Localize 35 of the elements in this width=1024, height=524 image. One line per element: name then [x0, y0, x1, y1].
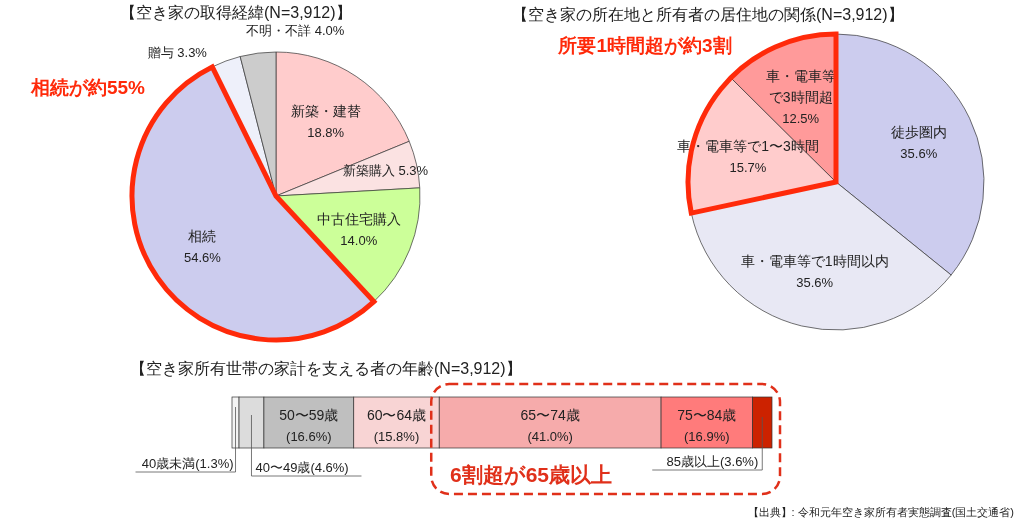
- data-label: (15.8%): [373, 429, 420, 444]
- chart-title: 【空き家の所在地と所有者の居住地の関係(N=3,912)】: [512, 6, 904, 23]
- data-label: 12.5%: [782, 111, 820, 127]
- text: 85歳以上(3.6%): [666, 454, 759, 469]
- text: 40〜49歳(4.6%): [255, 460, 349, 475]
- slice-label: 車・電車等で3時間超: [765, 68, 836, 106]
- data-label: 15.7%: [729, 159, 767, 175]
- data-label: (41.0%): [527, 429, 573, 444]
- text: 6割超が65歳以上: [450, 463, 613, 486]
- slice-label: 相続: [188, 228, 217, 245]
- data-label: 35.6%: [900, 145, 938, 161]
- slice-label: 新築・建替: [290, 103, 361, 120]
- slice-label: 車・電車等で1時間以内: [740, 252, 889, 269]
- text: 相続が約55%: [29, 77, 146, 98]
- chart-title: 【空き家の取得経緯(N=3,912)】: [120, 4, 352, 21]
- series-label: 50〜59歳: [279, 407, 339, 423]
- data-label: 14.0%: [340, 232, 378, 248]
- slice-label: 徒歩圏内: [890, 123, 947, 140]
- text: 40歳未満(1.3%): [141, 456, 234, 471]
- series-label: 75〜84歳: [677, 407, 737, 423]
- data-label: (16.9%): [684, 429, 730, 444]
- text: 【出典】: 令和元年空き家所有者実態調査(国土交通省): [747, 506, 1014, 518]
- slice-label: 中古住宅購入: [316, 210, 401, 227]
- text: 所要1時間超が約3割: [557, 35, 732, 56]
- data-label: 35.6%: [796, 274, 834, 290]
- series-label: 65〜74歳: [520, 407, 580, 423]
- slice-label: 不明・不詳 4.0%: [246, 22, 345, 38]
- slice-label: 車・電車等で1〜3時間: [677, 137, 819, 154]
- series-label: 60〜64歳: [366, 407, 427, 423]
- data-label: 54.6%: [184, 250, 222, 266]
- slice-label: 新築購入 5.3%: [342, 163, 429, 179]
- data-label: 18.8%: [307, 125, 345, 141]
- chart-title: 【空き家所有世帯の家計を支える者の年齢(N=3,912)】: [130, 360, 522, 377]
- data-label: (16.6%): [286, 429, 332, 444]
- slice-label: 贈与 3.3%: [147, 45, 208, 61]
